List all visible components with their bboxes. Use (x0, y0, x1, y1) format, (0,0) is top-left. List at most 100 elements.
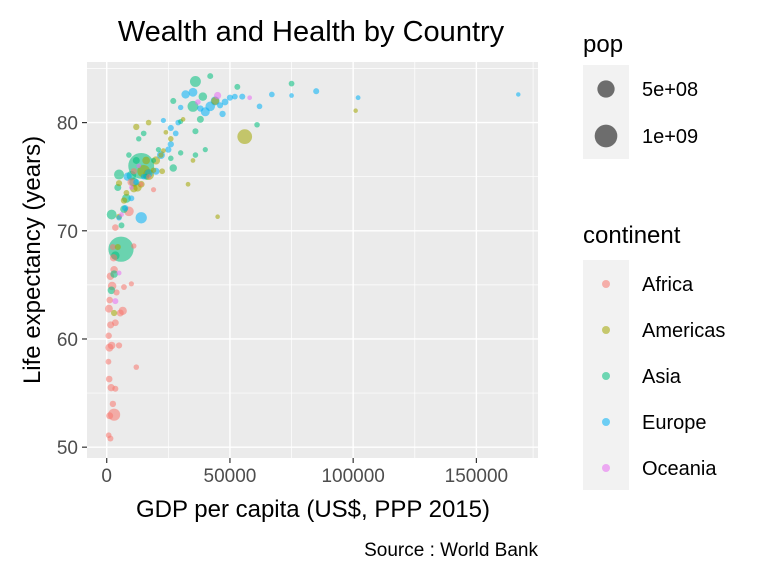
data-point-oceania (116, 270, 122, 276)
data-point-europe (140, 173, 147, 180)
data-point-europe (135, 212, 147, 224)
caption: Source : World Bank (364, 540, 538, 561)
data-point-europe (226, 94, 234, 101)
data-point-americas (180, 117, 186, 122)
color-legend-key (602, 418, 610, 426)
data-point-americas (158, 152, 164, 158)
x-tick-label: 0 (101, 466, 112, 487)
data-point-africa (146, 174, 152, 180)
y-axis-title: Life expectancy (years) (19, 136, 46, 384)
data-point-africa (131, 243, 137, 249)
size-legend-key (597, 80, 615, 98)
data-point-africa (111, 319, 119, 327)
size-legend: pop 5e+08 1e+09 (583, 31, 698, 159)
data-point-africa (130, 168, 137, 175)
data-point-asia (140, 130, 147, 137)
data-point-africa (109, 243, 116, 251)
x-tick-label: 100000 (321, 466, 384, 487)
data-point-africa (127, 178, 136, 187)
data-point-europe (160, 117, 167, 124)
data-point-asia (254, 121, 260, 128)
data-point-asia (234, 83, 241, 90)
data-point-europe (167, 124, 174, 132)
data-point-europe (181, 90, 190, 99)
data-point-oceania (247, 95, 253, 101)
data-point-europe (219, 110, 226, 118)
data-point-europe (239, 93, 246, 100)
color-legend-label: Asia (642, 366, 682, 388)
color-legend-label: Oceania (642, 458, 717, 480)
data-point-asia (126, 152, 132, 158)
data-point-oceania (195, 99, 201, 105)
data-point-americas (185, 181, 191, 187)
data-point-africa (107, 341, 116, 350)
data-point-asia (192, 152, 199, 158)
data-point-africa (106, 296, 113, 304)
data-point-africa (109, 400, 117, 408)
data-point-africa (150, 187, 157, 193)
data-point-americas (190, 158, 196, 163)
data-point-oceania (119, 212, 124, 217)
data-point-europe (289, 93, 294, 98)
color-legend-title: continent (583, 222, 681, 249)
data-point-asia (207, 73, 214, 80)
data-point-americas (150, 167, 157, 173)
data-point-europe (167, 141, 174, 148)
data-point-africa (113, 289, 120, 296)
data-point-europe (268, 91, 275, 98)
data-point-americas (168, 136, 174, 142)
data-point-africa (138, 181, 144, 187)
data-point-europe (231, 93, 238, 100)
data-point-europe (516, 92, 521, 97)
data-point-europe (221, 98, 229, 106)
data-point-africa (128, 281, 134, 287)
data-point-oceania (112, 298, 119, 305)
data-point-africa (133, 364, 140, 370)
data-point-asia (132, 156, 140, 164)
data-point-asia (168, 155, 174, 162)
data-point-africa (105, 332, 112, 339)
size-legend-label: 1e+09 (642, 126, 698, 148)
data-point-africa (116, 309, 124, 317)
data-point-americas (159, 168, 166, 175)
data-point-asia (288, 80, 295, 87)
data-point-asia (118, 222, 125, 229)
data-point-africa (112, 385, 119, 392)
data-point-africa (115, 342, 123, 349)
x-axis-title: GDP per capita (US$, PPP 2015) (136, 496, 490, 523)
data-point-asia (106, 209, 117, 220)
data-point-asia (196, 115, 204, 123)
data-points (105, 73, 521, 442)
data-point-oceania (136, 163, 142, 169)
color-legend-key (602, 464, 610, 472)
data-point-americas (353, 108, 358, 113)
data-point-asia (150, 157, 157, 164)
data-point-africa (105, 432, 112, 439)
data-point-europe (313, 88, 320, 95)
y-tick-label: 70 (57, 222, 78, 243)
data-point-asia (107, 286, 116, 295)
y-tick-label: 60 (57, 330, 78, 351)
data-point-asia (110, 270, 118, 278)
data-point-europe (256, 103, 263, 110)
size-legend-title: pop (583, 31, 623, 58)
y-tick-label: 80 (57, 114, 78, 135)
data-point-oceania (214, 91, 222, 100)
data-point-americas (160, 148, 166, 154)
data-point-americas (120, 197, 128, 204)
color-legend: continent Africa Americas Asia Europe Oceani… (583, 222, 725, 490)
data-point-europe (355, 95, 361, 101)
data-point-europe (172, 130, 179, 137)
data-point-africa (105, 358, 112, 365)
data-point-oceania (129, 185, 134, 190)
data-point-americas (123, 190, 130, 196)
data-point-asia (177, 150, 184, 156)
size-legend-label: 5e+08 (642, 79, 698, 101)
grid (87, 62, 538, 458)
color-legend-label: Americas (642, 320, 725, 342)
chart-title: Wealth and Health by Country (118, 16, 505, 48)
data-point-europe (122, 204, 129, 212)
data-point-americas (163, 129, 169, 135)
data-point-americas (142, 156, 150, 165)
